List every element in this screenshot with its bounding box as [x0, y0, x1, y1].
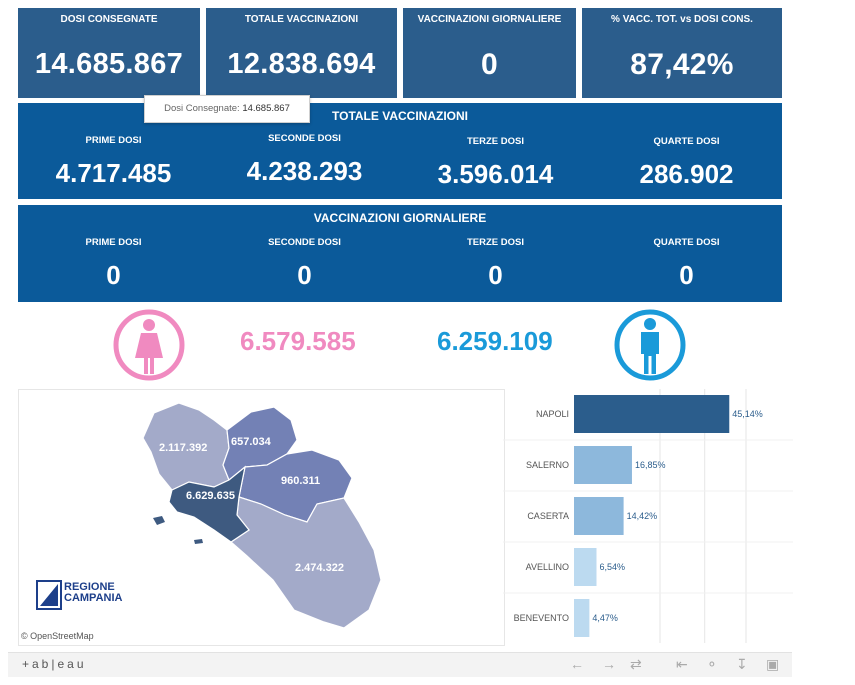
bar-caserta[interactable] — [574, 497, 624, 535]
fullscreen-icon[interactable]: ▣ — [766, 656, 780, 672]
tooltip-value: 14.685.867 — [242, 103, 290, 114]
regione-campania-logo — [36, 580, 62, 610]
province-avellino-label: 960.311 — [281, 475, 320, 487]
kpi-title: % VACC. TOT. vs DOSI CONS. — [611, 14, 753, 25]
cell-label: PRIME DOSI — [85, 135, 142, 146]
kpi-value: 0 — [481, 48, 498, 81]
logo-line1: REGIONE — [64, 581, 115, 593]
province-benevento-label: 657.034 — [231, 436, 272, 448]
seconde-dosi-cell: SECONDE DOSI 0 — [209, 237, 400, 291]
female-person-icon — [113, 309, 185, 381]
cell-label: PRIME DOSI — [85, 237, 142, 248]
terze-dosi-cell: TERZE DOSI 0 — [400, 237, 591, 291]
kpi-totale-vaccinazioni[interactable]: TOTALE VACCINAZIONI 12.838.694 — [206, 8, 397, 98]
cell-label: QUARTE DOSI — [653, 237, 720, 248]
totale-vaccinazioni-panel: TOTALE VACCINAZIONI PRIME DOSI 4.717.485… — [18, 103, 782, 199]
kpi-percentuale[interactable]: % VACC. TOT. vs DOSI CONS. 87,42% — [582, 8, 782, 98]
cell-value: 286.902 — [639, 159, 734, 189]
map-panel[interactable]: 2.117.392 657.034 960.311 6.629.635 2.47… — [18, 389, 505, 646]
cell-value: 4.238.293 — [246, 156, 363, 186]
logo-text: REGIONE CAMPANIA — [64, 582, 122, 604]
panel-title: VACCINAZIONI GIORNALIERE — [313, 211, 487, 225]
cell-label: TERZE DOSI — [466, 136, 524, 147]
male-person-icon — [614, 309, 686, 381]
province-salerno-label: 2.474.322 — [295, 562, 344, 574]
province-caserta-label: 2.117.392 — [159, 442, 207, 454]
cell-value: 0 — [488, 260, 503, 290]
male-count: 6.259.109 — [437, 326, 553, 356]
province-bar-chart[interactable]: NAPOLI 45,14% SALERNO 16,85% CASERTA 14,42% AV… — [503, 389, 793, 645]
province-napoli[interactable] — [168, 465, 250, 543]
kpi-dosi-consegnate[interactable]: DOSI CONSEGNATE 14.685.867 — [18, 8, 200, 98]
vaccinazioni-giornaliere-panel: VACCINAZIONI GIORNALIERE PRIME DOSI 0 SE… — [18, 205, 782, 302]
kpi-title: TOTALE VACCINAZIONI — [244, 14, 359, 25]
campania-map[interactable]: 2.117.392 657.034 960.311 6.629.635 2.47… — [19, 390, 504, 645]
bar-salerno[interactable] — [574, 446, 632, 484]
seconde-dosi-cell: SECONDE DOSI 4.238.293 — [209, 133, 400, 187]
bar-value-label: 16,85% — [635, 460, 666, 470]
download-icon[interactable]: ↧ — [736, 656, 748, 672]
bar-category-label: CASERTA — [527, 511, 569, 521]
female-count: 6.579.585 — [240, 326, 356, 356]
tooltip-label: Dosi Consegnate: — [164, 103, 240, 114]
kpi-value: 87,42% — [630, 48, 734, 81]
bar-value-label: 45,14% — [732, 409, 763, 419]
bar-category-label: SALERNO — [526, 460, 569, 470]
bar-value-label: 14,42% — [627, 511, 658, 521]
kpi-title: DOSI CONSEGNATE — [60, 14, 158, 25]
bar-value-label: 6,54% — [599, 562, 625, 572]
panel-title: TOTALE VACCINAZIONI — [332, 109, 468, 123]
bar-avellino[interactable] — [574, 548, 597, 586]
map-credit[interactable]: © OpenStreetMap — [21, 631, 94, 641]
kpi-value: 12.838.694 — [227, 48, 376, 80]
quarte-dosi-cell: QUARTE DOSI 0 — [591, 237, 782, 291]
undo-icon[interactable]: ← — [570, 656, 584, 672]
terze-dosi-cell: TERZE DOSI 3.596.014 — [400, 136, 591, 190]
cell-value: 4.717.485 — [55, 158, 172, 188]
cell-value: 3.596.014 — [437, 159, 554, 189]
bar-napoli[interactable] — [574, 395, 730, 433]
redo-icon[interactable]: → — [602, 656, 616, 672]
tooltip: Dosi Consegnate: 14.685.867 — [144, 95, 310, 123]
kpi-vaccinazioni-giornaliere[interactable]: VACCINAZIONI GIORNALIERE 0 — [403, 8, 576, 98]
bar-benevento[interactable] — [574, 599, 590, 637]
cell-value: 0 — [679, 260, 694, 290]
cell-label: QUARTE DOSI — [653, 136, 720, 147]
bar-category-label: AVELLINO — [526, 562, 569, 572]
kpi-title: VACCINAZIONI GIORNALIERE — [417, 14, 562, 25]
cell-label: TERZE DOSI — [466, 237, 524, 248]
revert-icon[interactable]: ⇄ — [630, 656, 642, 672]
cell-value: 0 — [106, 260, 121, 290]
bar-category-label: BENEVENTO — [514, 613, 569, 623]
bar-category-label: NAPOLI — [536, 409, 569, 419]
island-capri[interactable] — [194, 539, 203, 544]
share-icon[interactable]: ⚬ — [706, 656, 718, 672]
tableau-logo[interactable]: +ab|eau — [22, 657, 87, 671]
tableau-toolbar: +ab|eau ← → ⇄ ⇤ ⚬ ↧ ▣ — [8, 652, 792, 677]
island-ischia[interactable] — [153, 516, 165, 525]
cell-label: SECONDE DOSI — [268, 237, 341, 248]
logo-line2: CAMPANIA — [64, 592, 123, 604]
bar-value-label: 4,47% — [592, 613, 618, 623]
kpi-value: 14.685.867 — [34, 48, 184, 80]
pause-icon[interactable]: ⇤ — [676, 656, 688, 672]
cell-value: 0 — [297, 260, 312, 290]
cell-label: SECONDE DOSI — [268, 133, 341, 144]
prime-dosi-cell: PRIME DOSI 4.717.485 — [18, 135, 209, 189]
prime-dosi-cell: PRIME DOSI 0 — [18, 237, 209, 291]
province-napoli-label: 6.629.635 — [186, 490, 235, 502]
quarte-dosi-cell: QUARTE DOSI 286.902 — [591, 136, 782, 190]
